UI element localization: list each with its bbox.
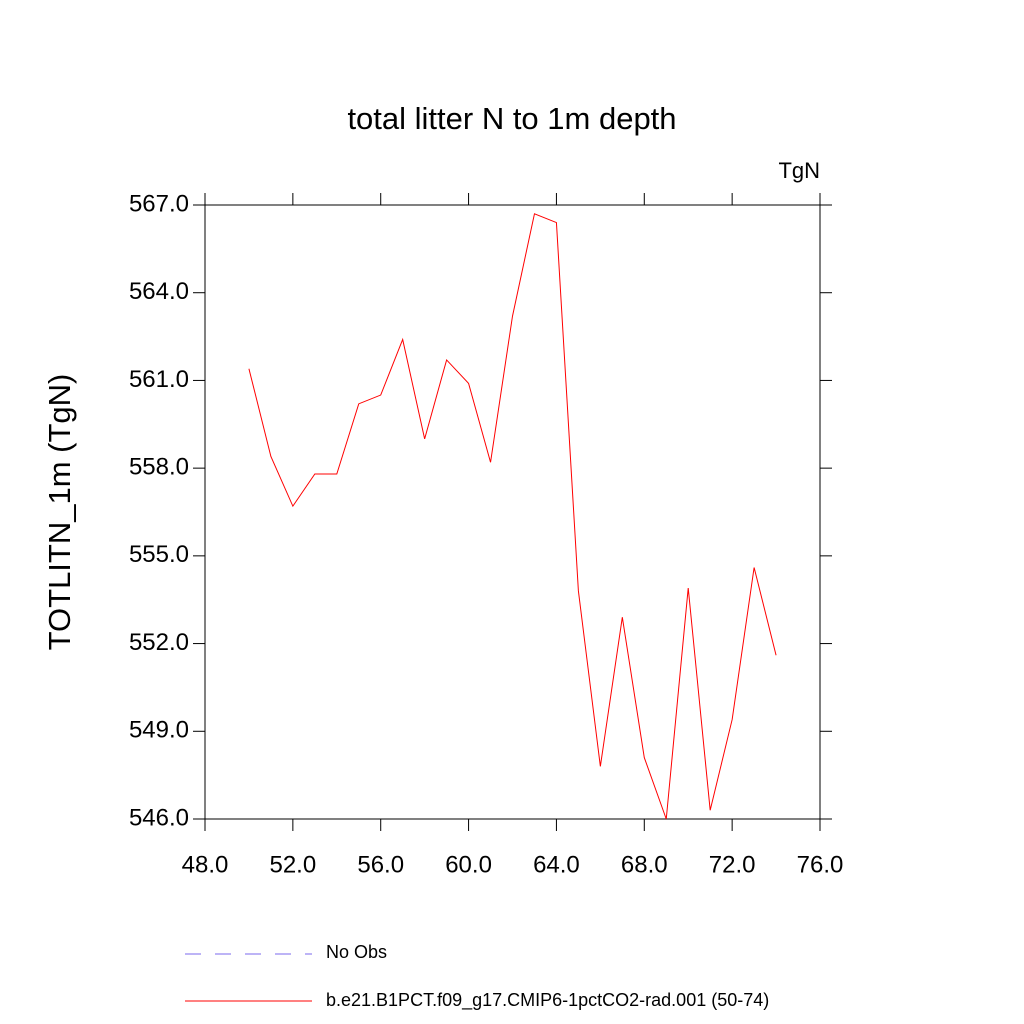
data-line (248, 213, 777, 820)
y-tick-label: 546.0 (129, 804, 189, 831)
x-tick-label: 72.0 (709, 851, 756, 878)
x-tick-label: 60.0 (445, 851, 492, 878)
x-tick-label: 76.0 (797, 851, 844, 878)
y-tick-label: 561.0 (129, 366, 189, 393)
x-tick-label: 56.0 (357, 851, 404, 878)
legend-label: b.e21.B1PCT.f09_g17.CMIP6-1pctCO2-rad.00… (326, 990, 769, 1011)
y-tick-label: 555.0 (129, 541, 189, 568)
y-tick-label: 564.0 (129, 278, 189, 305)
x-tick-label: 68.0 (621, 851, 668, 878)
plot-frame (204, 204, 821, 820)
chart-title: total litter N to 1m depth (347, 101, 676, 136)
y-axis-label: TOTLITN_1m (TgN) (42, 374, 77, 651)
units-label: TgN (778, 158, 820, 183)
x-tick-label: 52.0 (269, 851, 316, 878)
x-tick-label: 64.0 (533, 851, 580, 878)
y-tick-label: 549.0 (129, 717, 189, 744)
y-tick-label: 558.0 (129, 453, 189, 480)
x-tick-label: 48.0 (182, 851, 229, 878)
legend-label: No Obs (326, 942, 387, 962)
y-tick-label: 552.0 (129, 629, 189, 656)
y-tick-label: 567.0 (129, 190, 189, 217)
